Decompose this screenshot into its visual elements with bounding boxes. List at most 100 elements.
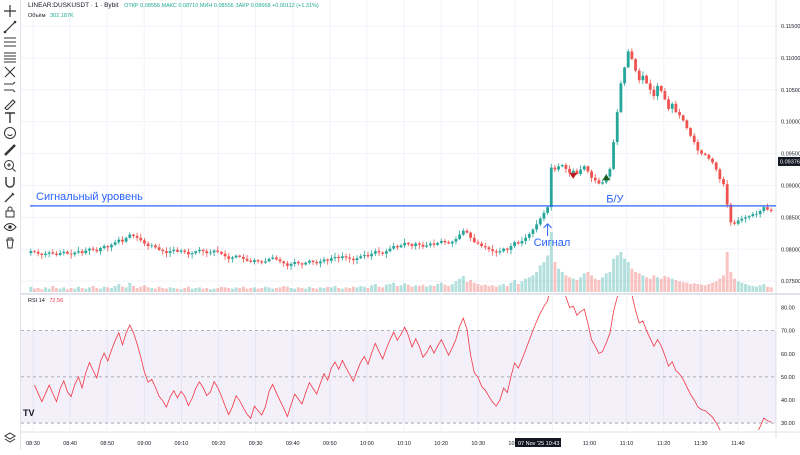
volume-bars: [29, 232, 773, 292]
volume-bar: [538, 265, 542, 292]
tradingview-logo[interactable]: TV: [23, 408, 35, 418]
candle-body: [538, 218, 542, 225]
volume-bar: [608, 272, 612, 292]
eye-icon[interactable]: [3, 220, 17, 234]
volume-bar: [505, 286, 509, 292]
stay-drawing-icon[interactable]: [3, 190, 17, 204]
volume-bar: [604, 273, 608, 292]
volume-bar: [274, 288, 278, 292]
volume-bar: [348, 288, 352, 292]
candle-body: [62, 251, 66, 254]
volume-bar: [766, 286, 769, 292]
candle-body: [685, 120, 689, 129]
trash-icon[interactable]: [3, 236, 17, 250]
candle-body: [527, 233, 531, 238]
volume-bar: [194, 288, 198, 292]
volume-bar: [670, 278, 674, 292]
candle-body: [769, 209, 773, 211]
volume-bar: [494, 286, 498, 292]
horizontal-lines-icon[interactable]: [3, 35, 17, 49]
candle-body: [674, 103, 678, 113]
candle-body: [670, 103, 674, 109]
volume-bar: [535, 272, 539, 292]
candle-body: [29, 251, 33, 254]
volume-bar: [256, 288, 260, 292]
magnet-icon[interactable]: [3, 175, 17, 189]
volume-bar: [172, 288, 176, 292]
candle-body: [546, 207, 549, 213]
time-tick-label: 10:10: [397, 441, 411, 447]
volume-bar: [161, 288, 165, 292]
volume-bar: [208, 289, 212, 292]
volume-bar: [758, 285, 762, 292]
candle-body: [274, 257, 278, 260]
symbol-legend: LINEAR:DUSKUSDT · 1 · Bybit ОТКР 0.08556…: [28, 2, 323, 9]
candle-body: [678, 112, 681, 116]
volume-bar: [597, 280, 601, 292]
emoji-icon[interactable]: [3, 126, 17, 140]
volume-bar: [637, 273, 641, 292]
ruler-icon[interactable]: [3, 143, 17, 157]
candle-body: [725, 184, 729, 205]
chart-canvas[interactable]: Сигнальный уровень Сигнал Б/У 0.115000.1…: [21, 0, 800, 450]
candle-body: [472, 237, 476, 243]
channel-icon[interactable]: [3, 50, 17, 64]
price-axis[interactable]: 0.11500 0.11000 0.10500 0.10000 0.09500 0.090…: [781, 24, 800, 285]
rsi-axis[interactable]: 80.00 70.00 60.00 50.00 40.00 30.00: [781, 306, 795, 428]
trend-line-icon[interactable]: [3, 20, 17, 34]
time-tick-label: 10:00: [360, 441, 374, 447]
price-tick-label: 0.11500: [781, 24, 800, 30]
candle-body: [245, 258, 249, 261]
candle-body: [88, 248, 91, 251]
candle-body: [747, 216, 751, 218]
candle-body: [135, 235, 139, 238]
projection-icon[interactable]: [3, 80, 17, 94]
brush-icon[interactable]: [3, 96, 17, 110]
time-axis[interactable]: 08:30 08:40 08:50 09:00 09:10 09:20 09:30 09:40…: [26, 441, 744, 447]
volume-bar: [311, 288, 315, 292]
volume-bar: [384, 284, 388, 292]
candle-body: [575, 170, 579, 174]
candle-body: [234, 255, 238, 258]
symbol-title[interactable]: LINEAR:DUSKUSDT · 1 · Bybit: [28, 2, 119, 9]
candle-body: [44, 253, 47, 255]
candle-body: [40, 253, 44, 255]
candle-body: [641, 75, 645, 81]
lock-icon[interactable]: [3, 205, 17, 219]
volume-bar: [696, 284, 700, 292]
candle-body: [326, 259, 330, 261]
candle-body: [487, 247, 491, 250]
candle-body: [480, 243, 484, 247]
candle-body: [593, 177, 597, 181]
volume-bar: [711, 282, 714, 292]
volume-bar: [549, 232, 553, 292]
candle-body: [542, 212, 546, 219]
volume-bar: [245, 288, 249, 292]
zoom-in-icon[interactable]: [3, 159, 17, 173]
rsi-label: RSI 14: [28, 298, 45, 304]
crosshair-icon[interactable]: [3, 4, 17, 18]
candle-body: [198, 249, 201, 252]
volume-bar: [241, 286, 245, 292]
last-price-value: 0.09376: [780, 159, 800, 165]
candle-body: [179, 250, 183, 252]
text-icon[interactable]: [3, 111, 17, 125]
layers-icon[interactable]: [3, 431, 17, 445]
candle-body: [498, 251, 502, 253]
volume-bar: [326, 286, 330, 292]
chart-area[interactable]: Сигнальный уровень Сигнал Б/У 0.11500 0.1…: [21, 0, 800, 450]
candle-body: [264, 261, 267, 263]
sell-marker-icon: [569, 172, 578, 179]
rsi-tick-label: 70.00: [781, 329, 795, 335]
price-tick-label: 0.08500: [781, 215, 800, 221]
volume-bar: [571, 278, 575, 292]
candle-body: [711, 158, 714, 163]
candle-body: [58, 253, 62, 255]
volume-bar: [329, 287, 333, 292]
volume-bar: [315, 288, 319, 292]
volume-bar: [740, 282, 744, 292]
candle-body: [564, 165, 568, 169]
pitchfork-icon[interactable]: [3, 65, 17, 79]
candle-body: [66, 251, 69, 254]
volume-bar: [77, 286, 80, 292]
